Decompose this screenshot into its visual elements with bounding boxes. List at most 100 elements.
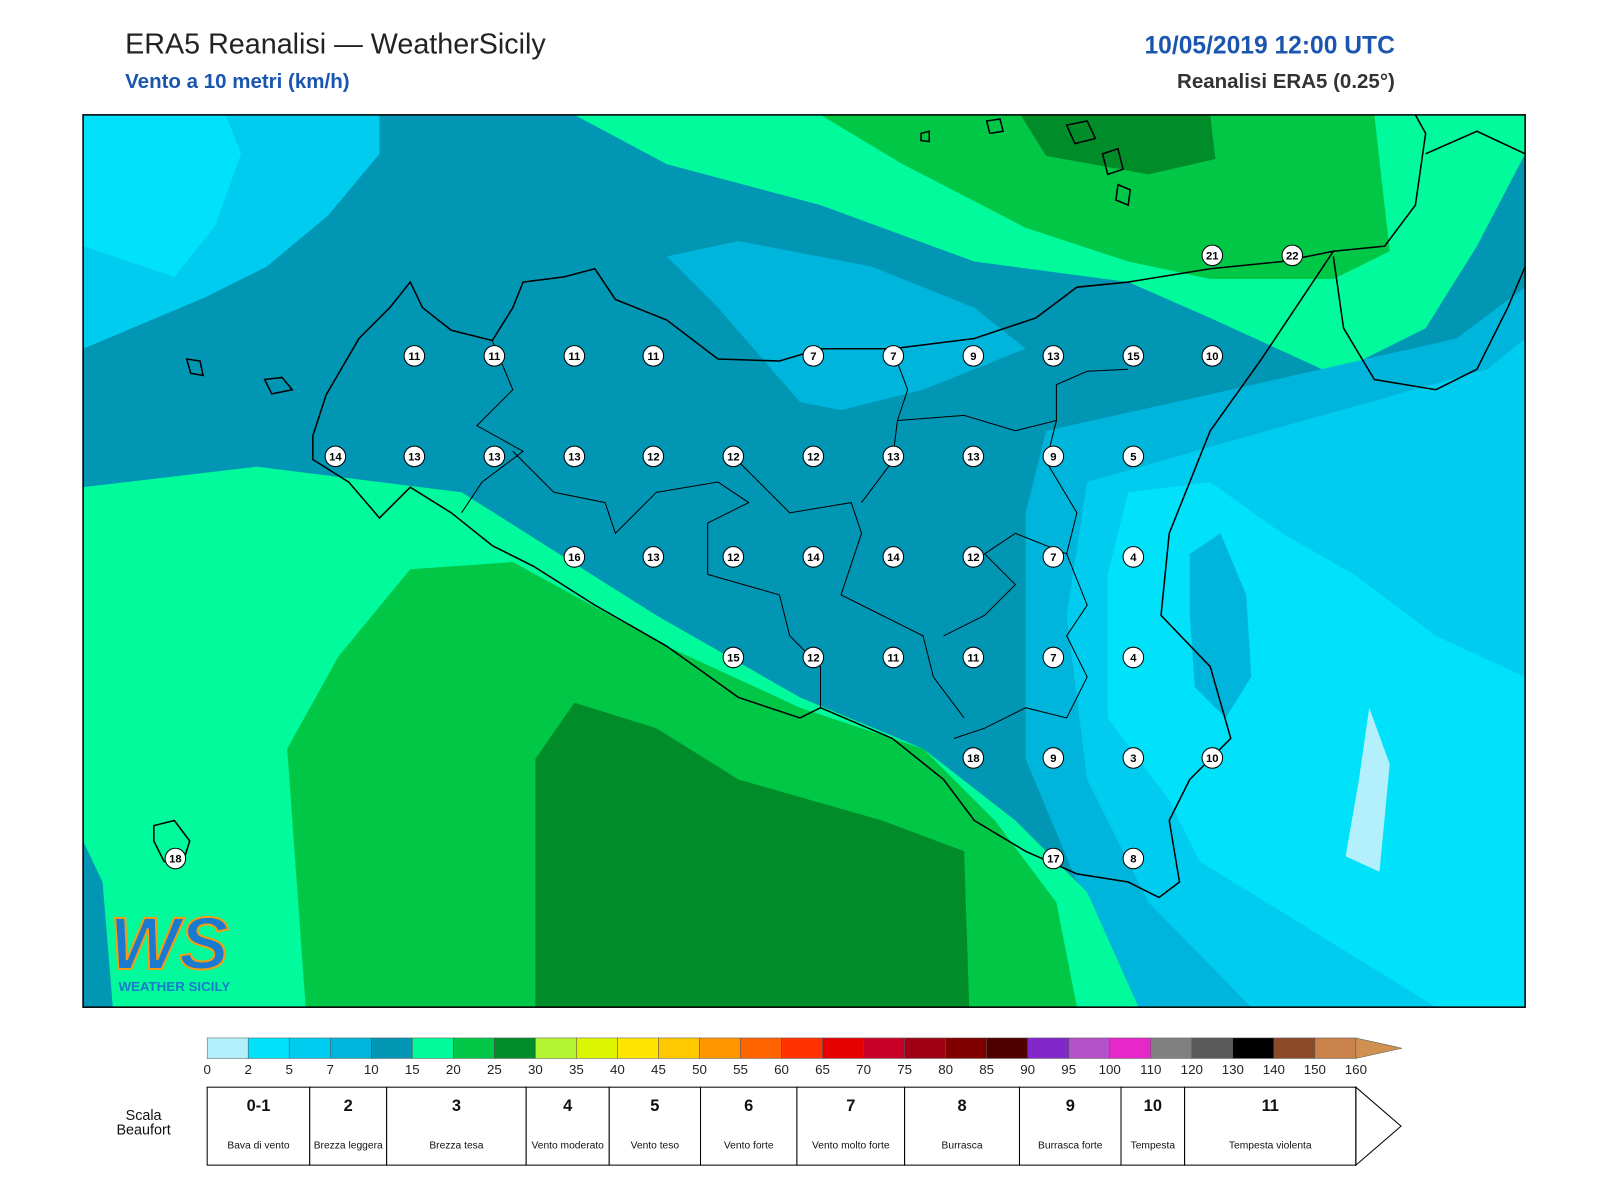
station-marker (802, 546, 825, 568)
colorbar-bin (206, 1037, 249, 1059)
scale-label: Scala Beaufort (116, 1107, 171, 1138)
beaufort-cell-text: 0-1 Bava di vento (207, 1087, 310, 1165)
beaufort-label: Burrasca forte (1038, 1140, 1103, 1152)
station-marker (882, 546, 905, 568)
station-marker (1122, 345, 1145, 367)
station-value: 10 (1206, 753, 1219, 765)
colorbar-bin (945, 1037, 987, 1059)
station-marker (403, 445, 426, 468)
beaufort-force: 10 (1143, 1097, 1162, 1115)
station-value: 15 (727, 653, 740, 665)
beaufort-cell-text: 2 Brezza leggera (310, 1087, 387, 1165)
station-value: 12 (647, 452, 660, 464)
station-marker (164, 847, 187, 870)
colorbar-tick-label: 2 (244, 1062, 251, 1077)
colorbar-bin (1150, 1037, 1193, 1059)
station-marker (483, 445, 506, 468)
station-value: 13 (488, 452, 501, 464)
station-marker (563, 445, 586, 468)
station-value: 12 (727, 552, 740, 564)
beaufort-force: 4 (563, 1097, 573, 1115)
colorbar-tick-label: 40 (610, 1062, 625, 1077)
colorbar-tick-label: 130 (1222, 1062, 1244, 1077)
beaufort-cell (386, 1086, 527, 1166)
colorbar-tick-label: 65 (815, 1062, 830, 1077)
station-value: 22 (1286, 250, 1299, 262)
beaufort-cell (1120, 1086, 1186, 1166)
station-marker (563, 345, 586, 367)
station-value: 16 (568, 552, 581, 564)
beaufort-label: Vento molto forte (811, 1140, 890, 1152)
station-value: 9 (1050, 452, 1056, 464)
station-marker (1281, 244, 1304, 267)
coastline (153, 114, 1526, 899)
beaufort-label: Vento forte (723, 1140, 774, 1152)
station-value: 13 (408, 452, 421, 464)
station-marker (802, 345, 825, 367)
colorbar-bin (576, 1037, 618, 1059)
beaufort-cell-text: 8 Burrasca (905, 1087, 1020, 1165)
station-value: 13 (967, 452, 980, 464)
station-value: 4 (1130, 653, 1137, 665)
station-value: 17 (1047, 854, 1060, 866)
beaufort-cell-content: 9 Burrasca forte (1019, 1087, 1121, 1165)
beaufort-label: Bava di vento (227, 1140, 290, 1152)
beaufort-force: 5 (650, 1097, 660, 1115)
beaufort-label: Brezza tesa (429, 1140, 484, 1152)
station-marker (962, 345, 985, 367)
beaufort-cell (904, 1086, 1020, 1166)
station-value: 14 (807, 552, 820, 564)
colorbar-bin (658, 1037, 700, 1059)
wind-field (83, 114, 1526, 1008)
colorbar-tick-label: 45 (651, 1062, 666, 1077)
field (820, 114, 1390, 279)
beaufort-cell (1018, 1086, 1122, 1166)
station-value: 13 (568, 452, 581, 464)
beaufort-cell (309, 1086, 388, 1166)
colorbar-tick-label: 75 (897, 1062, 912, 1077)
station-value: 15 (1127, 351, 1140, 363)
beaufort-cell-text: 10 Tempesta (1121, 1087, 1185, 1165)
station-value: 14 (887, 552, 900, 564)
station-value: 18 (169, 854, 182, 866)
station-marker (962, 747, 985, 769)
station-marker (802, 646, 825, 669)
beaufort-force: 3 (451, 1097, 461, 1115)
station-marker (962, 546, 985, 568)
beaufort-cell-content: 5 Vento teso (631, 1097, 679, 1151)
station-marker (962, 646, 985, 669)
field (1189, 533, 1252, 718)
station-marker (722, 445, 745, 468)
colorbar-bin (1068, 1037, 1110, 1059)
beaufort-cell-text: 4 Vento moderato (526, 1087, 609, 1165)
station-marker (722, 646, 745, 669)
colorbar-tick-label: 70 (856, 1062, 871, 1077)
beaufort-cell-text: 7 Vento molto forte (797, 1087, 905, 1165)
colorbar-tick-label: 85 (979, 1062, 994, 1077)
datetime: 10/05/2019 12:00 UTC (1144, 32, 1395, 59)
station-value: 7 (810, 351, 816, 363)
colorbar-bin (288, 1037, 331, 1059)
title: ERA5 Reanalisi — WeatherSicily (125, 28, 546, 60)
station-value: 9 (970, 351, 976, 363)
station-marker (642, 546, 665, 568)
station-marker (324, 445, 347, 468)
beaufort-label: Tempesta violenta (1228, 1140, 1312, 1152)
station-marker (1201, 244, 1224, 267)
station-marker (1042, 847, 1065, 870)
beaufort-force: 6 (744, 1097, 754, 1115)
station-marker (1042, 646, 1065, 669)
station-value: 8 (1130, 854, 1136, 866)
colorbar-tick-label: 90 (1020, 1062, 1035, 1077)
station-value: 13 (887, 452, 900, 464)
field (535, 702, 970, 1008)
colorbar-bin (986, 1037, 1028, 1059)
field (1345, 707, 1390, 872)
beaufort-force: 0-1 (246, 1097, 271, 1115)
colorbar-tick-label: 60 (774, 1062, 789, 1077)
colorbar-tick-label: 0 (203, 1062, 210, 1077)
station-marker (802, 445, 825, 468)
colorbar-tick-label: 80 (938, 1062, 953, 1077)
beaufort-cell-text: 9 Burrasca forte (1019, 1087, 1121, 1165)
station-value: 13 (1047, 351, 1060, 363)
